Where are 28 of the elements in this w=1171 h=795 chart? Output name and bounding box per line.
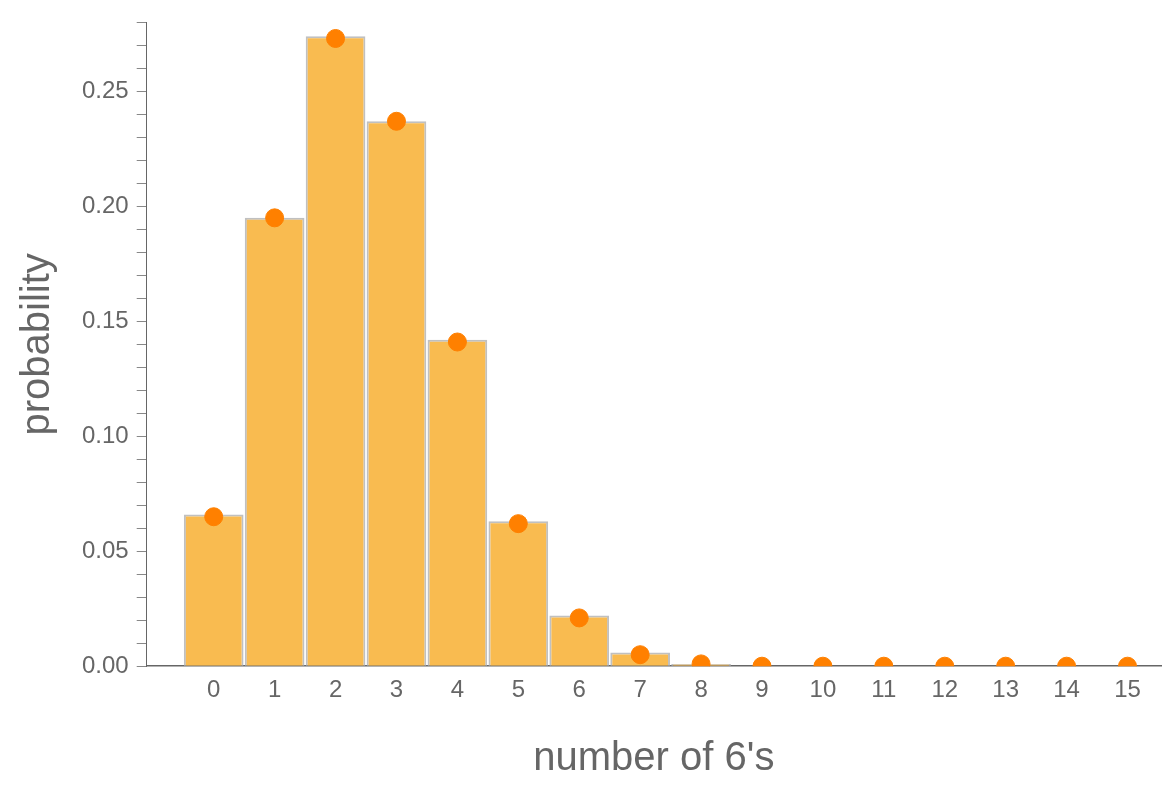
x-tick-label: 5 xyxy=(511,675,525,703)
point xyxy=(447,332,467,352)
x-tick-label: 3 xyxy=(389,675,404,703)
x-tick-label: 13 xyxy=(992,675,1020,703)
y-tick-label: 0.25 xyxy=(81,76,129,103)
x-tick-label: 9 xyxy=(755,675,769,703)
x-tick-label: 6 xyxy=(572,675,586,703)
x-tick-label: 0 xyxy=(207,675,221,703)
x-tick-label: 10 xyxy=(809,675,837,703)
point xyxy=(326,28,346,48)
x-tick-label: 11 xyxy=(871,675,897,703)
y-axis-title: probability xyxy=(13,253,58,436)
x-tick-label: 8 xyxy=(694,675,708,703)
y-tick-label: 0.15 xyxy=(81,305,129,333)
x-tick-label: 2 xyxy=(328,675,343,703)
point xyxy=(386,111,406,131)
y-tick-label: 0.20 xyxy=(81,190,129,218)
x-tick-label: 15 xyxy=(1114,675,1141,703)
point xyxy=(265,208,285,228)
y-tick-label: 0.10 xyxy=(81,420,129,448)
y-tick-label: 0.05 xyxy=(81,535,129,563)
x-tick-label: 12 xyxy=(931,675,959,703)
y-tick-label: 0.00 xyxy=(81,650,129,678)
x-tick-label: 14 xyxy=(1053,675,1080,703)
x-tick-label: 1 xyxy=(267,675,282,703)
x-axis-title: number of 6's xyxy=(533,734,775,779)
x-tick-label: 4 xyxy=(450,675,465,703)
x-tick-label: 7 xyxy=(633,675,647,703)
